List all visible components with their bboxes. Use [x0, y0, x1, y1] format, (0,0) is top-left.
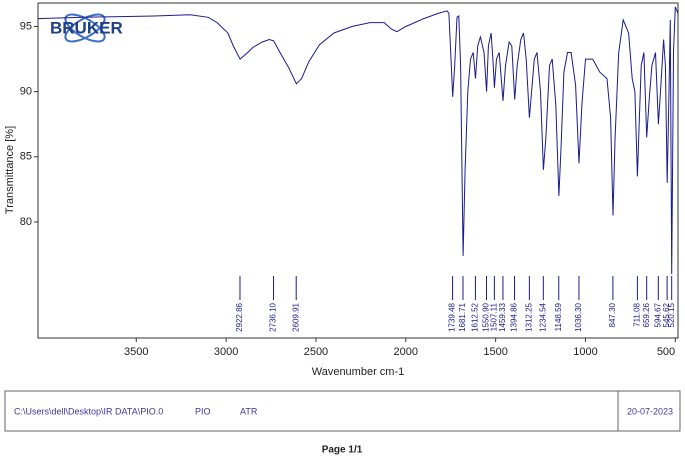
logo: BRUKER	[50, 13, 123, 43]
peak-label: 1312.25	[524, 302, 533, 331]
spectrum-line	[37, 6, 679, 275]
y-tick-label: 80	[20, 216, 32, 228]
peak-label: 1612.52	[471, 302, 480, 331]
plot-frame	[37, 2, 679, 339]
peak-label: 2922.86	[235, 302, 244, 331]
logo-text: BRUKER	[50, 18, 123, 37]
date: 20-07-2023	[627, 406, 673, 416]
x-tick-label: 2500	[304, 346, 328, 358]
peak-label: 545.62	[662, 302, 671, 327]
x-tick-label: 500	[657, 346, 675, 358]
sample-name: PIO	[195, 406, 211, 416]
x-tick-label: 3500	[124, 346, 148, 358]
x-tick-label: 3000	[214, 346, 238, 358]
page-number: Page 1/1	[322, 445, 363, 456]
peak-label: 711.08	[632, 302, 641, 326]
peak-label: 1234.54	[538, 302, 547, 331]
peak-label: 1507.11	[489, 302, 498, 331]
peak-label: 1681.71	[458, 302, 467, 331]
y-tick-label: 95	[20, 20, 32, 32]
peak-label: 1739.48	[448, 302, 457, 331]
x-axis-label: Wavenumber cm-1	[312, 366, 405, 378]
peak-label: 1036.30	[574, 302, 583, 331]
peak-label: 520.15	[667, 302, 676, 327]
method: ATR	[240, 406, 258, 416]
y-axis-label: Transmittance [%]	[4, 126, 16, 214]
y-tick-label: 90	[20, 86, 32, 98]
peak-label: 1459.33	[498, 302, 507, 331]
peak-label: 1148.59	[554, 302, 563, 331]
file-path: C:\Users\dell\Desktop\IR DATA\PIO.0	[14, 406, 163, 416]
y-tick-label: 85	[20, 151, 32, 163]
footer-box	[4, 390, 681, 432]
peak-label: 659.26	[642, 302, 651, 327]
x-tick-label: 1500	[483, 346, 507, 358]
x-tick-label: 1000	[573, 346, 597, 358]
x-tick-label: 2000	[394, 346, 418, 358]
peak-label: 594.67	[653, 302, 662, 327]
peak-label: 2609.91	[291, 302, 300, 331]
peak-label: 1394.86	[510, 302, 519, 331]
peak-label: 2736.10	[269, 302, 278, 331]
peak-label: 1550.90	[482, 302, 491, 331]
peak-label: 847.30	[608, 302, 617, 327]
